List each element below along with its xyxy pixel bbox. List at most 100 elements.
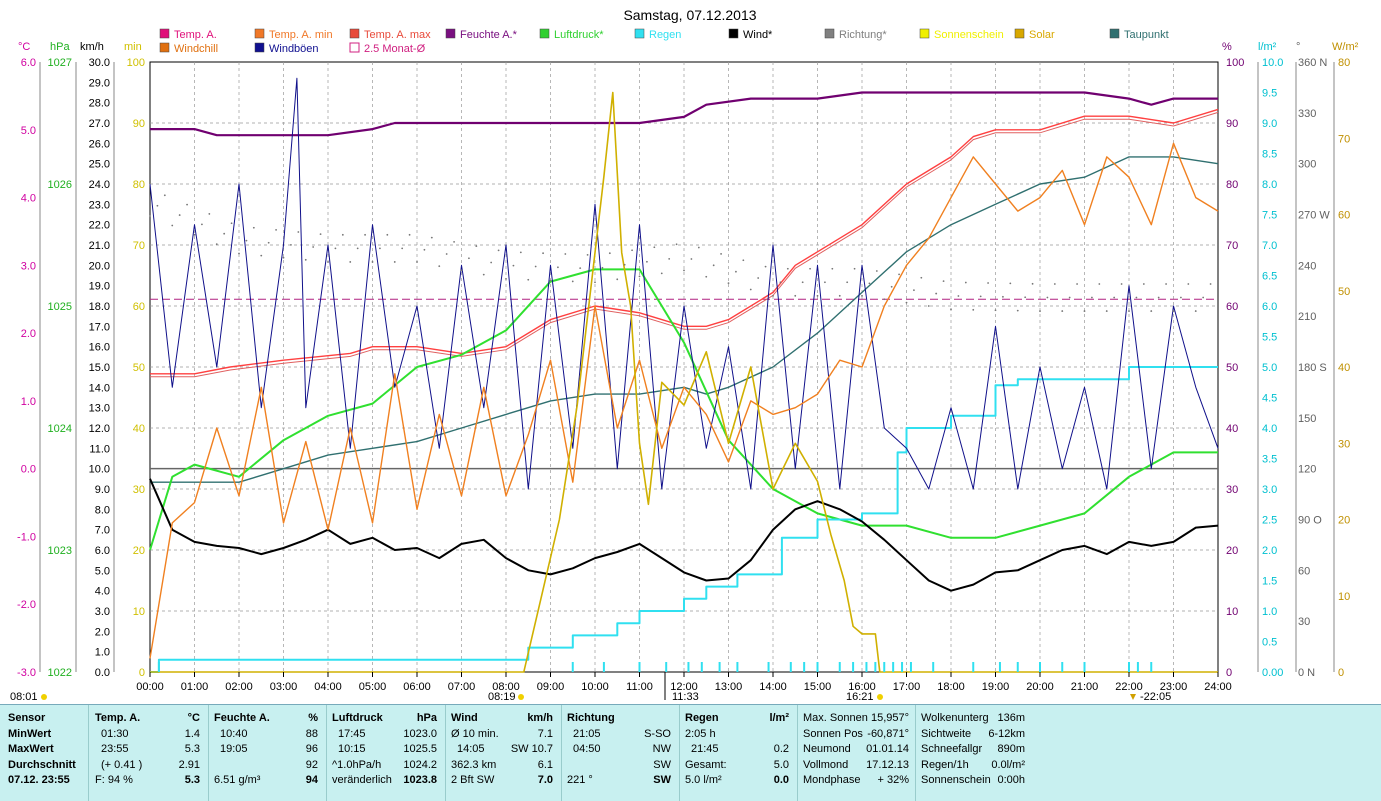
rain-tick-label: 5.5 xyxy=(1262,332,1277,344)
series-richtung-point xyxy=(890,285,893,288)
legend-label: Temp. A. max xyxy=(364,29,431,41)
press-tick-label: 1027 xyxy=(48,57,72,69)
series-richtung-point xyxy=(920,276,923,279)
series-richtung-point xyxy=(252,226,255,229)
series-richtung-point xyxy=(1142,283,1145,285)
series-richtung-point xyxy=(1061,310,1064,312)
temp-tick-label: 4.0 xyxy=(21,193,36,205)
series-richtung-point xyxy=(334,247,337,250)
series-solar xyxy=(150,91,1218,673)
hum-tick-label: 10 xyxy=(1226,606,1238,618)
rain-tick-label: 7.0 xyxy=(1262,240,1277,252)
rain-per-hour-value: 0.0l/m² xyxy=(991,758,1025,771)
sensor-header: Sensor xyxy=(8,712,46,724)
series-richtung-point xyxy=(1098,283,1101,285)
pressure-trend: ^1.0hPa/h xyxy=(332,758,382,771)
temp-unit-label: °C xyxy=(18,41,30,53)
series-richtung-point xyxy=(290,243,292,246)
moonset-label: -22:05 xyxy=(1140,691,1171,703)
series-richtung-point xyxy=(898,273,900,276)
series-richtung-point xyxy=(201,223,203,226)
sun-tick-label: 70 xyxy=(133,240,145,252)
temp-tick-label: 3.0 xyxy=(21,260,36,272)
series-richtung-point xyxy=(349,261,352,263)
wind-avg-label: Ø 10 min. xyxy=(451,727,499,740)
series-richtung-point xyxy=(341,233,344,236)
series-richtung-point xyxy=(742,259,745,262)
press-tick-label: 1024 xyxy=(48,423,72,435)
legend-swatch xyxy=(254,42,265,53)
sunrise-label: 08:19 xyxy=(488,691,516,703)
sun-tick-label: 30 xyxy=(133,484,145,496)
series-richtung-point xyxy=(616,278,619,281)
time-tick-label: 08:00 xyxy=(492,681,520,693)
wind-tick-label: 27.0 xyxy=(89,118,110,130)
temp-min-time: 01:30 xyxy=(101,727,129,740)
dir-tick-label: 120 xyxy=(1298,464,1316,476)
press-tick-label: 1026 xyxy=(48,179,72,191)
series-richtung-point xyxy=(527,278,530,281)
press-tick-label: 1022 xyxy=(48,667,72,679)
solar-tick-label: 50 xyxy=(1338,286,1350,298)
legend-swatch xyxy=(445,28,456,39)
rain-duration: 2:05 h xyxy=(685,727,716,740)
series-richtung-point xyxy=(660,272,663,275)
wind-tick-label: 22.0 xyxy=(89,220,110,232)
series-richtung-point xyxy=(534,265,537,268)
series-richtung-point xyxy=(972,308,975,311)
humidity-header: Feuchte A. xyxy=(214,712,270,724)
series-richtung-point xyxy=(393,261,396,263)
series-richtung-point xyxy=(430,236,433,239)
legend-swatch xyxy=(728,28,739,39)
pressure-unit: hPa xyxy=(416,712,437,724)
series-richtung-point xyxy=(1016,309,1019,312)
dir-tick-label: 0 N xyxy=(1298,667,1315,679)
temp-current-value: 5.3 xyxy=(184,774,200,786)
rain-current-value: 0.0 xyxy=(773,774,789,786)
series-richtung-point xyxy=(423,248,426,251)
temp-max-value: 5.3 xyxy=(184,743,200,755)
direction-max-time: 04:50 xyxy=(573,743,601,755)
series-feuchte-a xyxy=(150,91,1218,137)
hum-tick-label: 70 xyxy=(1226,240,1238,252)
series-richtung-point xyxy=(831,267,834,270)
press-tick-label: 1025 xyxy=(48,301,72,313)
series-richtung-point xyxy=(386,233,389,236)
wind-tick-label: 16.0 xyxy=(89,342,110,354)
series-richtung-point xyxy=(482,273,485,276)
dir-tick-label: 90 O xyxy=(1298,515,1322,527)
series-richtung-point xyxy=(935,292,938,295)
series-richtung-point xyxy=(653,246,656,249)
misc-column: Wolkenunterg 136m Sichtweite 6-12km Schnee… xyxy=(921,711,1025,789)
series-richtung-point xyxy=(304,258,307,261)
series-richtung-point xyxy=(1202,296,1205,299)
series-richtung-point xyxy=(171,224,174,227)
rain-unit-label: l/m² xyxy=(1258,41,1277,53)
series-richtung-point xyxy=(631,249,633,252)
time-tick-label: 19:00 xyxy=(982,681,1010,693)
series-richtung-point xyxy=(927,305,930,307)
humidity-unit: % xyxy=(308,712,318,724)
rain-tick-label: 8.0 xyxy=(1262,179,1277,191)
rain-tick-label: 9.5 xyxy=(1262,88,1277,100)
wind-tick-label: 26.0 xyxy=(89,138,110,150)
rain-per-hour-label: Regen/1h xyxy=(921,758,969,771)
hum-tick-label: 30 xyxy=(1226,484,1238,496)
maxwert-label: MaxWert xyxy=(8,743,54,755)
series-richtung-point xyxy=(238,252,240,255)
legend-label: Temp. A. xyxy=(174,29,217,41)
wind-tick-label: 12.0 xyxy=(89,423,110,435)
direction-max-value: NW xyxy=(652,743,671,755)
series-richtung-point xyxy=(1128,310,1130,312)
sunshine-label: Sonnenschein xyxy=(921,774,991,786)
time-tick-label: 13:00 xyxy=(715,681,743,693)
series-richtung-point xyxy=(312,246,315,248)
sun-tick-label: 40 xyxy=(133,423,145,435)
summary-panel: Sensor MinWert MaxWert Durchschnitt 07.1… xyxy=(0,704,1381,801)
pressure-max-value: 1025.5 xyxy=(403,743,437,755)
new-moon-value: 01.01.14 xyxy=(866,743,909,755)
dir-tick-label: 300 xyxy=(1298,159,1316,171)
series-windchill xyxy=(149,142,1219,659)
wind-tick-label: 7.0 xyxy=(95,525,110,537)
rain-total-label: Gesamt: xyxy=(685,758,727,771)
